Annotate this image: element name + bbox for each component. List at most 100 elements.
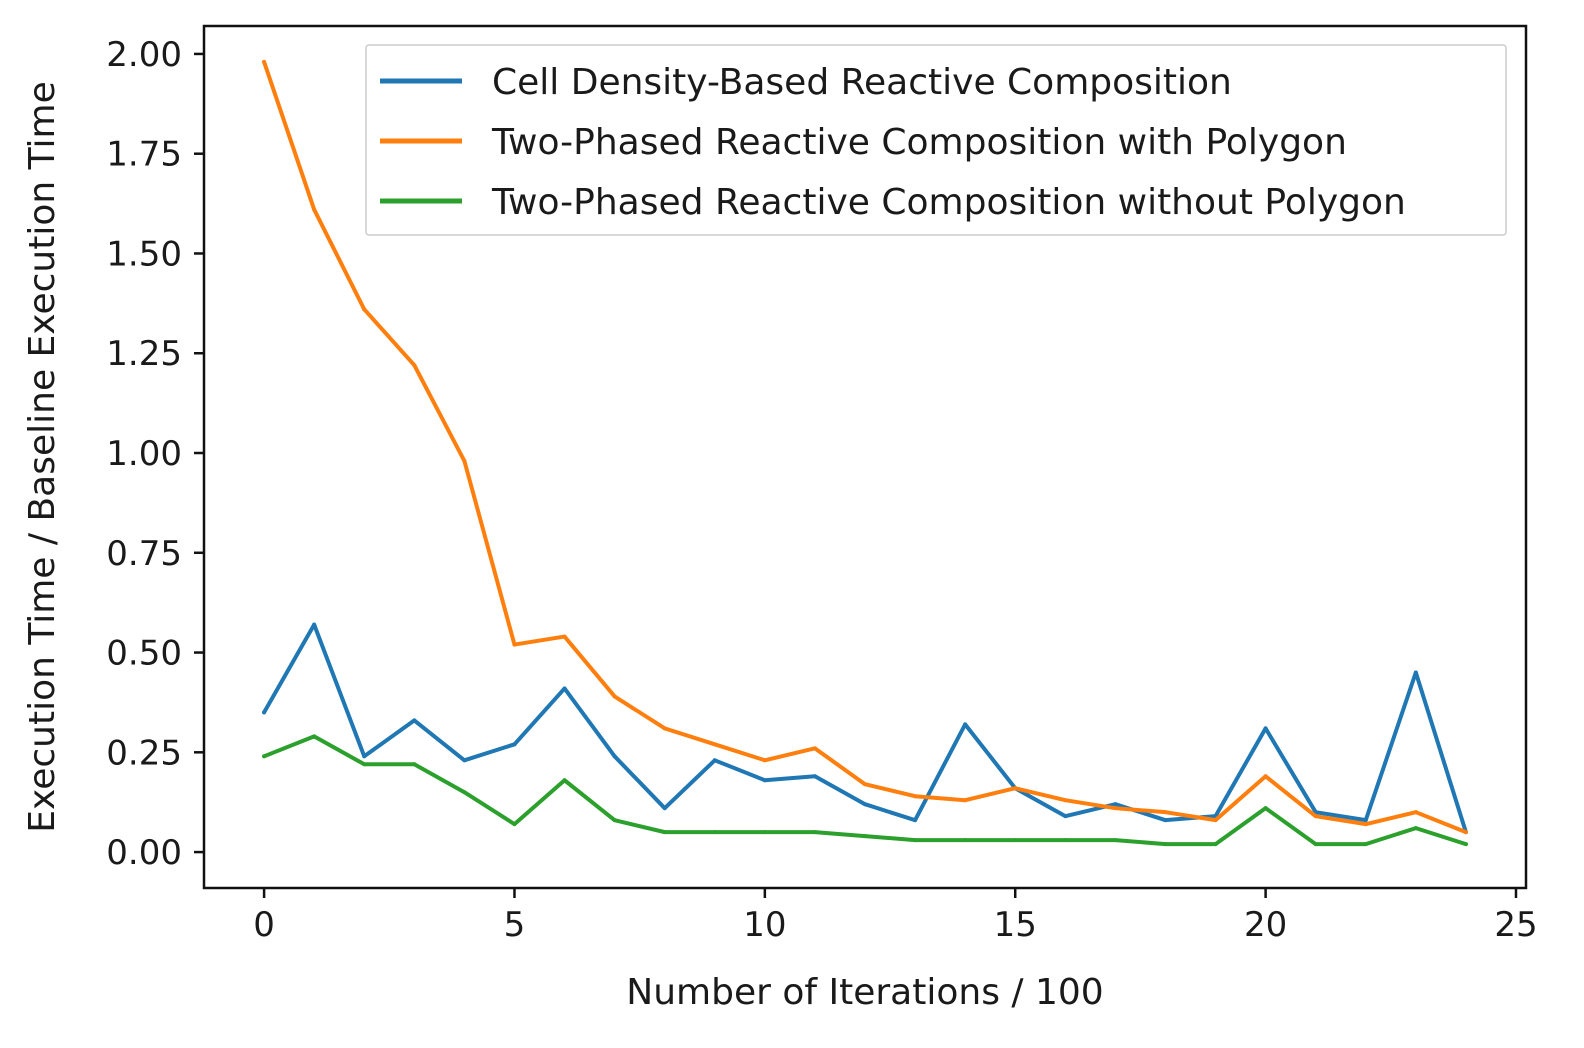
data-point-s1-x3 xyxy=(412,718,417,723)
y-tick-label-0.50: 0.50 xyxy=(106,634,182,674)
data-point-s1-x18 xyxy=(1163,818,1168,823)
data-point-s2-x24 xyxy=(1463,830,1468,835)
data-point-s1-x8 xyxy=(662,806,667,811)
data-point-s2-x17 xyxy=(1113,806,1118,811)
series-2 xyxy=(262,59,1468,835)
data-point-s3-x17 xyxy=(1113,838,1118,843)
data-point-s2-x3 xyxy=(412,363,417,368)
data-point-s2-x14 xyxy=(963,798,968,803)
data-point-s3-x16 xyxy=(1063,838,1068,843)
data-point-s3-x6 xyxy=(562,778,567,783)
y-axis-label: Execution Time / Baseline Execution Time xyxy=(22,81,63,833)
data-point-s3-x15 xyxy=(1013,838,1018,843)
data-point-s2-x9 xyxy=(712,742,717,747)
y-tick-label-0.75: 0.75 xyxy=(106,534,182,574)
data-point-s3-x18 xyxy=(1163,842,1168,847)
data-point-s3-x24 xyxy=(1463,842,1468,847)
y-tick-label-1.50: 1.50 xyxy=(106,234,182,274)
data-point-s3-x0 xyxy=(262,754,267,759)
legend: Cell Density-Based Reactive Composition T… xyxy=(365,44,1507,236)
data-point-s3-x19 xyxy=(1213,842,1218,847)
data-point-s3-x22 xyxy=(1363,842,1368,847)
data-point-s3-x21 xyxy=(1313,842,1318,847)
data-point-s2-x18 xyxy=(1163,810,1168,815)
legend-label-3: Two-Phased Reactive Composition without … xyxy=(491,182,1406,223)
data-point-s2-x2 xyxy=(362,307,367,312)
data-point-s2-x6 xyxy=(562,634,567,639)
y-tick-label-0.25: 0.25 xyxy=(106,733,182,773)
data-point-s3-x8 xyxy=(662,830,667,835)
x-tick-label-10: 10 xyxy=(743,905,786,945)
data-point-s1-x4 xyxy=(462,758,467,763)
plot-frame xyxy=(202,24,1528,890)
data-point-s2-x23 xyxy=(1413,810,1418,815)
data-point-s1-x17 xyxy=(1113,802,1118,807)
legend-label-2: Two-Phased Reactive Composition with Pol… xyxy=(491,122,1347,163)
legend-label-1: Cell Density-Based Reactive Composition xyxy=(492,62,1232,103)
data-point-s1-x5 xyxy=(512,742,517,747)
data-point-s1-x20 xyxy=(1263,726,1268,731)
data-point-s1-x10 xyxy=(762,778,767,783)
data-point-s1-x11 xyxy=(812,774,817,779)
data-point-s2-x0 xyxy=(262,59,267,64)
data-point-s1-x6 xyxy=(562,686,567,691)
x-tick-label-15: 15 xyxy=(994,905,1037,945)
x-tick-label-5: 5 xyxy=(504,905,526,945)
data-point-s2-x11 xyxy=(812,746,817,751)
data-point-s2-x20 xyxy=(1263,774,1268,779)
data-point-s1-x23 xyxy=(1413,670,1418,675)
data-point-s3-x10 xyxy=(762,830,767,835)
data-point-s2-x12 xyxy=(863,782,867,787)
data-point-s1-x13 xyxy=(913,818,918,823)
x-axis: 0 5 10 15 20 25 xyxy=(253,888,1538,945)
data-point-s1-x12 xyxy=(863,802,867,807)
data-point-s1-x7 xyxy=(612,754,617,759)
data-point-s2-x10 xyxy=(762,758,767,763)
data-point-s2-x19 xyxy=(1213,818,1218,823)
data-point-s3-x5 xyxy=(512,822,517,827)
data-point-s3-x14 xyxy=(963,838,968,843)
data-point-s2-x8 xyxy=(662,726,667,731)
data-point-s3-x7 xyxy=(612,818,617,823)
data-point-s3-x11 xyxy=(812,830,817,835)
data-point-s3-x1 xyxy=(312,734,317,739)
data-point-s2-x4 xyxy=(462,458,467,463)
y-tick-label-1.75: 1.75 xyxy=(106,135,182,175)
series-layer xyxy=(262,59,1468,847)
y-tick-label-1.25: 1.25 xyxy=(106,334,182,374)
data-point-s2-x21 xyxy=(1313,814,1318,819)
x-tick-label-0: 0 xyxy=(253,905,275,945)
data-point-s3-x4 xyxy=(462,790,467,795)
data-point-s2-x1 xyxy=(312,207,317,212)
data-point-s3-x12 xyxy=(863,834,867,839)
data-point-s3-x13 xyxy=(913,838,918,843)
data-point-s2-x22 xyxy=(1363,822,1368,827)
data-point-s2-x15 xyxy=(1013,786,1018,791)
data-point-s1-x1 xyxy=(312,622,317,627)
data-point-s2-x16 xyxy=(1063,798,1068,803)
y-tick-label-2.00: 2.00 xyxy=(106,35,182,75)
legend-box xyxy=(365,44,1507,236)
data-point-s1-x9 xyxy=(712,758,717,763)
data-point-s3-x23 xyxy=(1413,826,1418,831)
data-point-s1-x16 xyxy=(1063,814,1068,819)
y-tick-label-1.00: 1.00 xyxy=(106,434,182,474)
x-tick-label-25: 25 xyxy=(1494,905,1537,945)
y-axis: 0.00 0.25 0.50 0.75 1.00 1.25 1.50 1.75 2.00 xyxy=(106,35,204,873)
data-point-s3-x2 xyxy=(362,762,367,767)
data-point-s1-x14 xyxy=(963,722,968,727)
series-1 xyxy=(262,622,1468,835)
data-point-s1-x2 xyxy=(362,754,367,759)
x-tick-label-20: 20 xyxy=(1244,905,1287,945)
data-point-s2-x7 xyxy=(612,694,617,699)
data-point-s3-x3 xyxy=(412,762,417,767)
x-axis-label: Number of Iterations / 100 xyxy=(626,972,1103,1013)
data-point-s1-x0 xyxy=(262,710,267,715)
data-point-s3-x9 xyxy=(712,830,717,835)
data-point-s2-x13 xyxy=(913,794,918,799)
data-point-s2-x5 xyxy=(512,642,517,647)
data-point-s1-x22 xyxy=(1363,818,1368,823)
y-tick-label-0.00: 0.00 xyxy=(106,833,182,873)
